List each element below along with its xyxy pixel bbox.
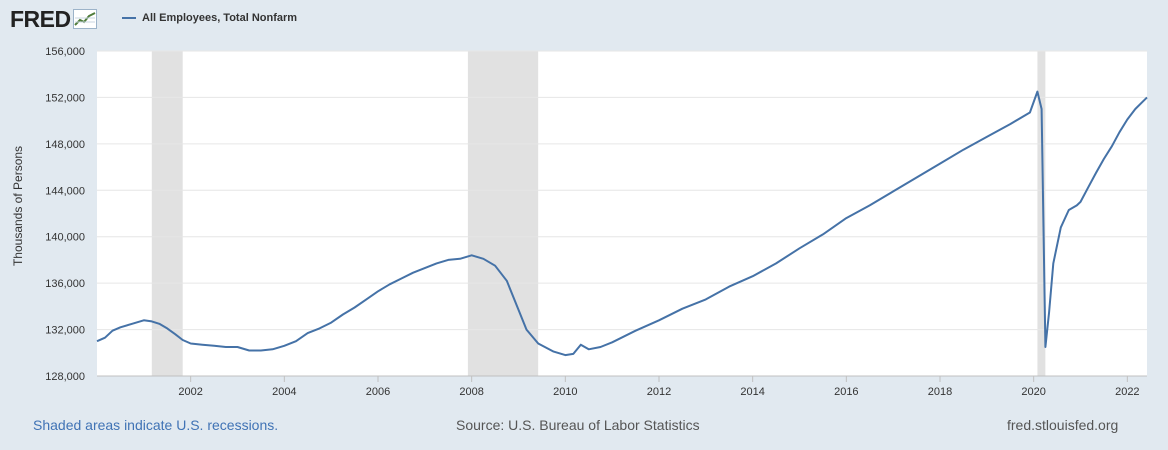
line-chart[interactable]: 128,000 132,000 136,000 140,000 144,000 148,0… [0,40,1168,412]
x-tick-label: 2004 [272,386,296,398]
x-tick-label: 2006 [366,386,390,398]
x-axis-ticks: 2002 2004 2006 2008 2010 2012 2014 2016 2018 2020… [178,376,1140,398]
grid-lines [97,50,1147,377]
chart-legend: All Employees, Total Nonfarm [122,12,297,24]
series-line [96,90,1148,357]
y-axis-ticks: 128,000 132,000 136,000 140,000 144,000 148,0… [45,46,85,383]
x-tick-label: 2002 [178,386,202,398]
y-tick-label: 156,000 [45,46,85,58]
legend-swatch [122,17,136,19]
y-tick-label: 140,000 [45,232,85,244]
recession-note: Shaded areas indicate U.S. recessions. [33,417,279,433]
fred-logo[interactable]: FRED [10,6,97,32]
y-tick-label: 128,000 [45,371,85,383]
x-tick-label: 2020 [1021,386,1045,398]
plot-area [97,51,1147,376]
x-tick-label: 2008 [459,386,483,398]
chart-header: FRED All Employees, Total Nonfarm [0,0,1168,40]
recession-band [151,51,183,376]
recession-band [467,51,539,376]
source-note: Source: U.S. Bureau of Labor Statistics [456,417,700,433]
legend-label: All Employees, Total Nonfarm [142,12,298,24]
y-tick-label: 148,000 [45,139,85,151]
trend-line-icon [72,9,97,29]
recession-band [1037,51,1046,376]
x-tick-label: 2016 [834,386,858,398]
fred-logo-text: FRED [10,6,71,32]
y-tick-label: 136,000 [45,278,85,290]
x-tick-label: 2010 [553,386,577,398]
plot-background [97,51,1147,376]
y-tick-label: 144,000 [45,185,85,197]
recession-bands [151,51,1046,376]
series-layer [96,90,1148,357]
site-link[interactable]: fred.stlouisfed.org [1007,417,1119,433]
y-axis-label: Thousands of Persons [11,146,25,266]
x-tick-label: 2014 [740,386,764,398]
x-tick-label: 2012 [647,386,671,398]
x-tick-label: 2018 [928,386,952,398]
x-tick-label: 2022 [1115,386,1139,398]
y-tick-label: 152,000 [45,92,85,104]
y-tick-label: 132,000 [45,325,85,337]
